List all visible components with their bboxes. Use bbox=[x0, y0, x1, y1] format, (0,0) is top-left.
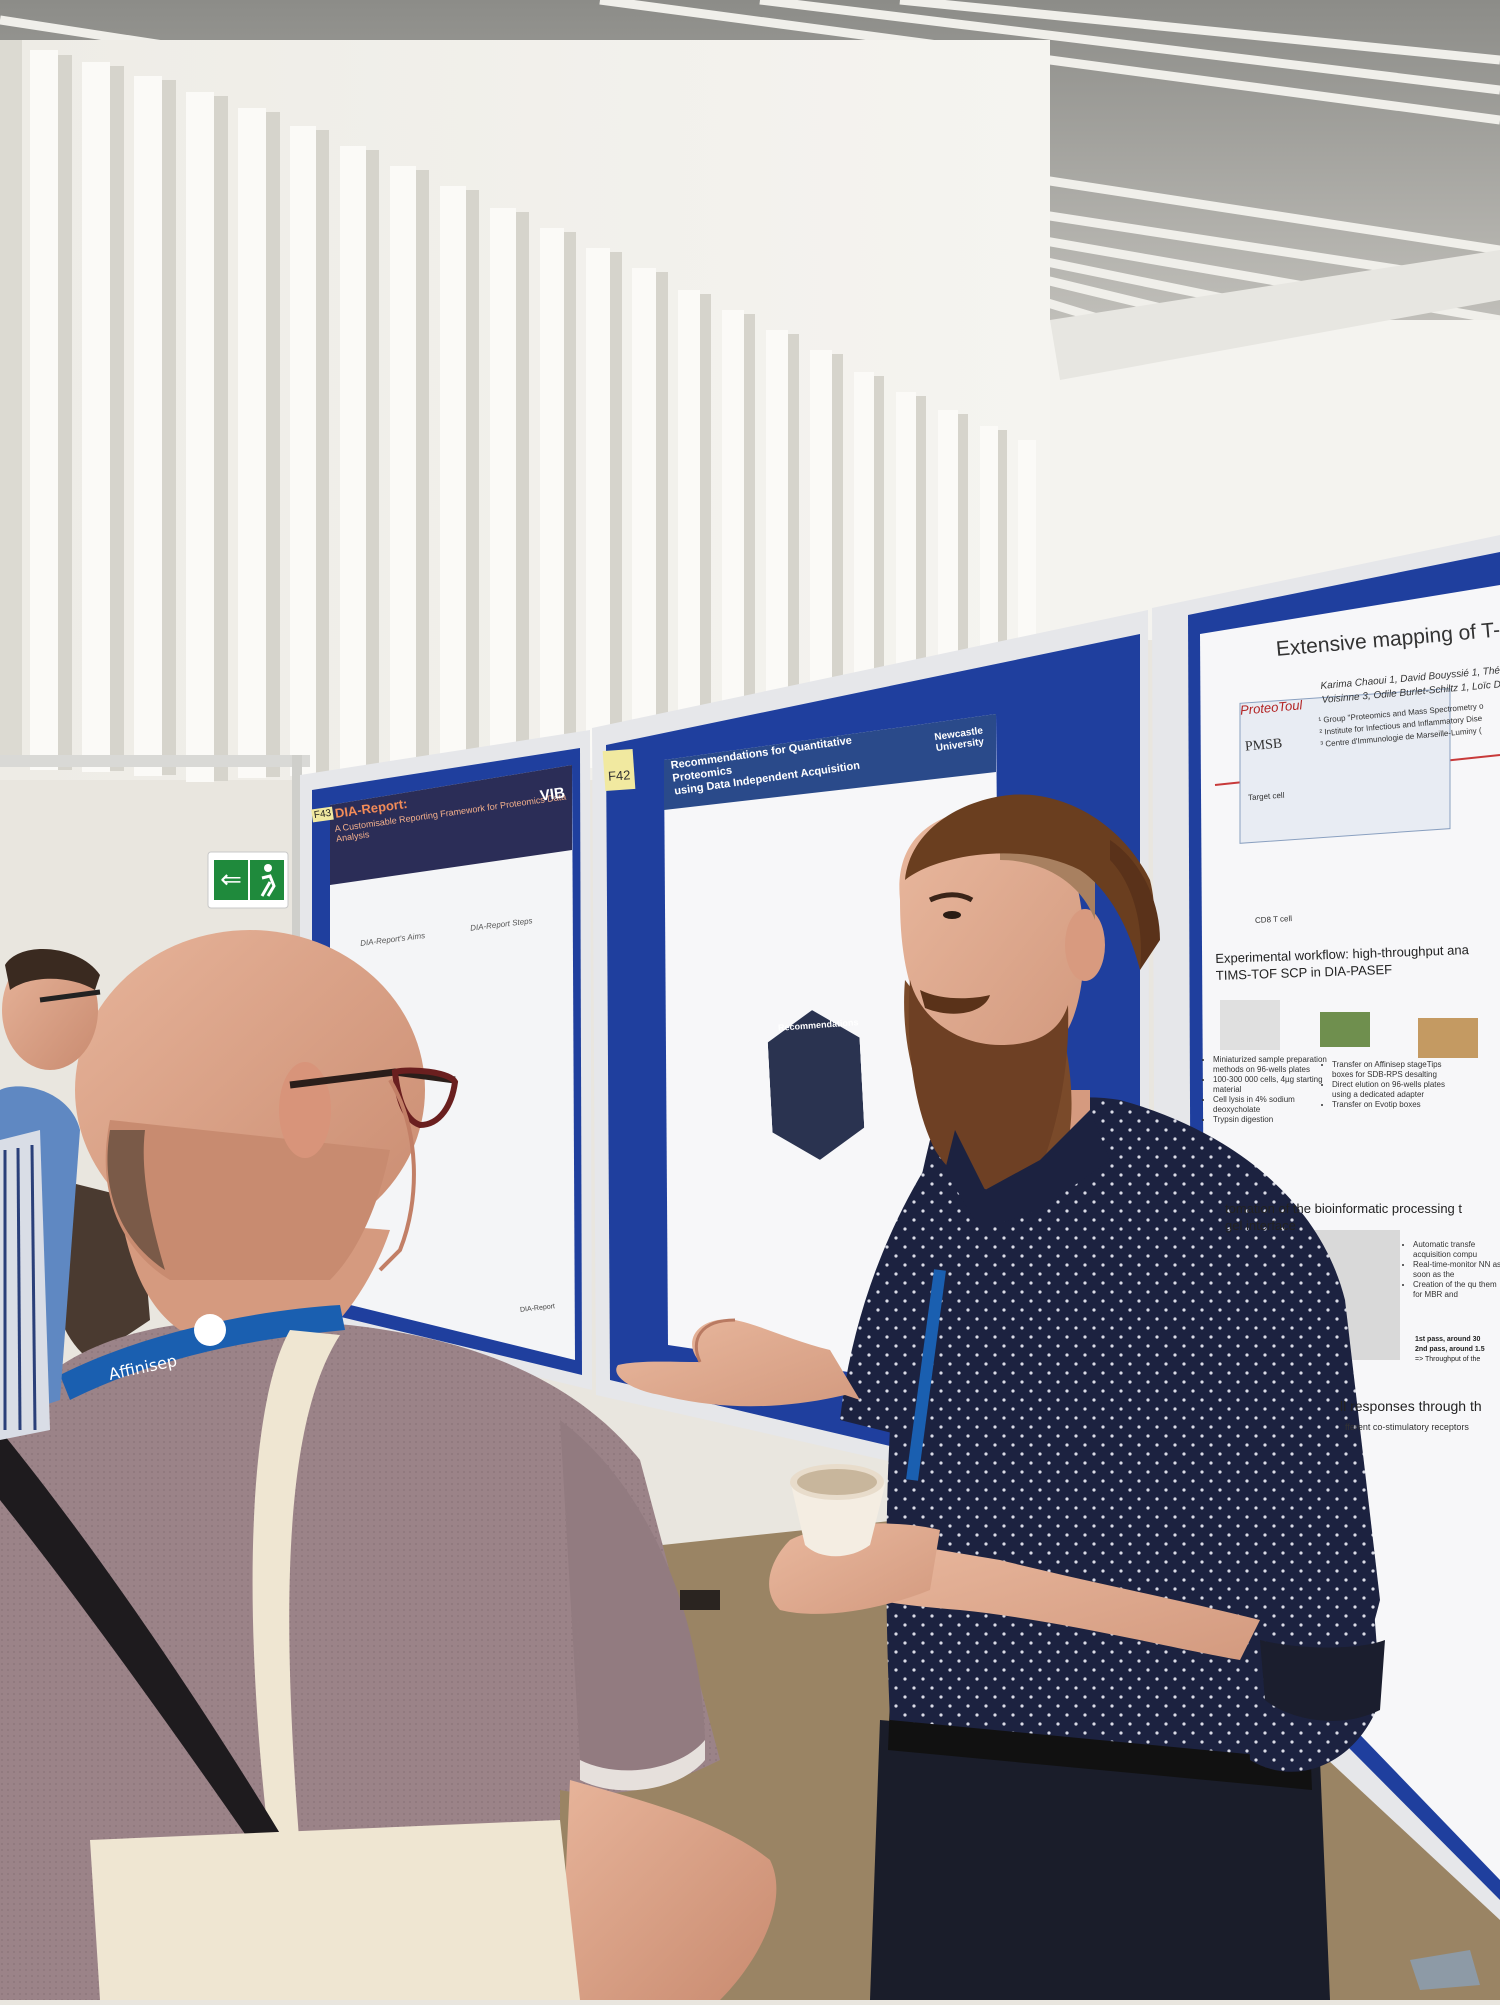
automation-heading-line1: tomation of the bioinformatic processing… bbox=[1225, 1201, 1463, 1216]
running-man-icon bbox=[264, 864, 272, 872]
responses-heading: ll responses through th bbox=[1340, 1398, 1482, 1414]
automation-heading-line2: gel interface bbox=[1225, 1218, 1296, 1233]
throughput-note: => Throughput of the bbox=[1415, 1356, 1481, 1363]
bullet-left-4: Trypsin digestion bbox=[1213, 1115, 1328, 1125]
automation-bullets: Automatic transfe acquisition compu Real… bbox=[1405, 1240, 1500, 1300]
pass-1: 1st pass, around 30 bbox=[1415, 1336, 1481, 1343]
workflow-bullets-left: Miniaturized sample preparation methods … bbox=[1203, 1055, 1328, 1125]
poster-board-left bbox=[300, 730, 592, 1390]
automation-bullet-2: Real-time-monitor NN as soon as the bbox=[1413, 1260, 1500, 1280]
glass-partition-frame bbox=[0, 755, 310, 767]
bullet-left-2: 100-300 000 cells, 4µg starting material bbox=[1213, 1075, 1328, 1095]
automation-bullet-1: Automatic transfe acquisition compu bbox=[1413, 1240, 1500, 1260]
bullet-right-1: Transfer on Affinisep stageTips boxes fo… bbox=[1332, 1060, 1450, 1080]
responses-subheading: fferent co-stimulatory receptors bbox=[1345, 1422, 1469, 1432]
diagram-cd8-label: CD8 T cell bbox=[1254, 914, 1293, 925]
bullet-right-3: Transfer on Evotip boxes bbox=[1332, 1100, 1450, 1110]
bullet-left-3: Cell lysis in 4% sodium deoxycholate bbox=[1213, 1095, 1328, 1115]
vib-logo: VIB bbox=[538, 784, 567, 805]
automation-bullet-3: Creation of the qu them for MBR and bbox=[1413, 1280, 1500, 1300]
pass-notes: 1st pass, around 30 2nd pass, around 1.5… bbox=[1415, 1335, 1485, 1365]
wall-fins bbox=[0, 40, 1036, 782]
bullet-left-1: Miniaturized sample preparation methods … bbox=[1213, 1055, 1328, 1075]
presenter bbox=[616, 794, 1385, 2000]
visitor-background bbox=[0, 948, 101, 1440]
pmsb-logo: PMSB bbox=[1244, 736, 1283, 755]
visitor-left: Affinisep bbox=[0, 930, 777, 2000]
workflow-bullets-right: Transfer on Affinisep stageTips boxes fo… bbox=[1322, 1060, 1450, 1110]
poster-center-tag: F42 bbox=[607, 767, 631, 784]
background-shoes bbox=[680, 1590, 1480, 1990]
pass-2: 2nd pass, around 1.5 bbox=[1415, 1346, 1485, 1353]
bullet-right-2: Direct elution on 96-wells plates using … bbox=[1332, 1080, 1450, 1100]
exit-sign: ⇐ bbox=[207, 851, 289, 909]
automation-heading: tomation of the bioinformatic processing… bbox=[1225, 1200, 1462, 1234]
svg-text:⇐: ⇐ bbox=[220, 865, 242, 895]
